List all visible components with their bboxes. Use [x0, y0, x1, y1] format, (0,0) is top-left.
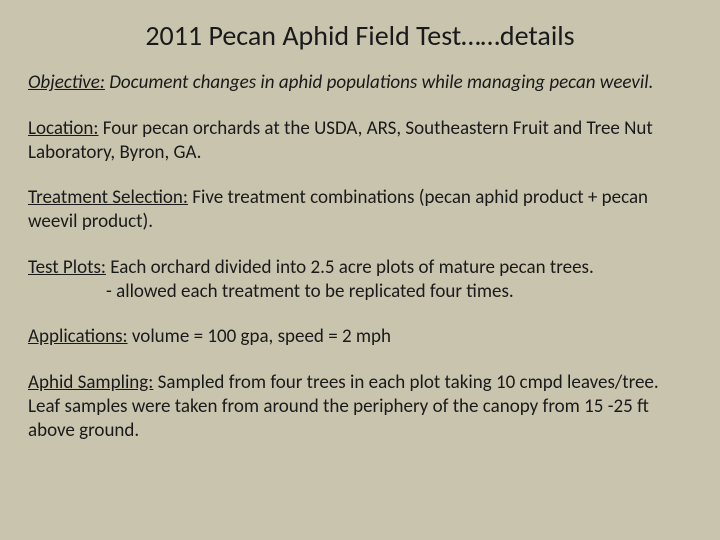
- treatment-label: Treatment Selection:: [28, 186, 188, 209]
- slide-title: 2011 Pecan Aphid Field Test……details: [68, 18, 652, 53]
- testplots-section: Test Plots: Each orchard divided into 2.…: [28, 256, 692, 304]
- objective-section: Objective: Document changes in aphid pop…: [28, 71, 692, 95]
- applications-section: Applications: volume = 100 gpa, speed = …: [28, 325, 692, 349]
- location-label: Location:: [28, 117, 98, 140]
- treatment-section: Treatment Selection: Five treatment comb…: [28, 186, 692, 234]
- applications-body: volume = 100 gpa, speed = 2 mph: [132, 325, 391, 348]
- sampling-section: Aphid Sampling: Sampled from four trees …: [28, 371, 692, 442]
- applications-label: Applications:: [28, 325, 128, 348]
- location-section: Location: Four pecan orchards at the USD…: [28, 117, 692, 165]
- objective-label: Objective:: [28, 71, 105, 94]
- testplots-label: Test Plots:: [28, 256, 106, 279]
- testplots-sub: - allowed each treatment to be replicate…: [106, 280, 514, 303]
- location-body: Four pecan orchards at the USDA, ARS, So…: [28, 117, 653, 164]
- objective-body: Document changes in aphid populations wh…: [109, 71, 653, 94]
- sampling-label: Aphid Sampling:: [28, 371, 153, 394]
- testplots-body: Each orchard divided into 2.5 acre plots…: [110, 256, 593, 279]
